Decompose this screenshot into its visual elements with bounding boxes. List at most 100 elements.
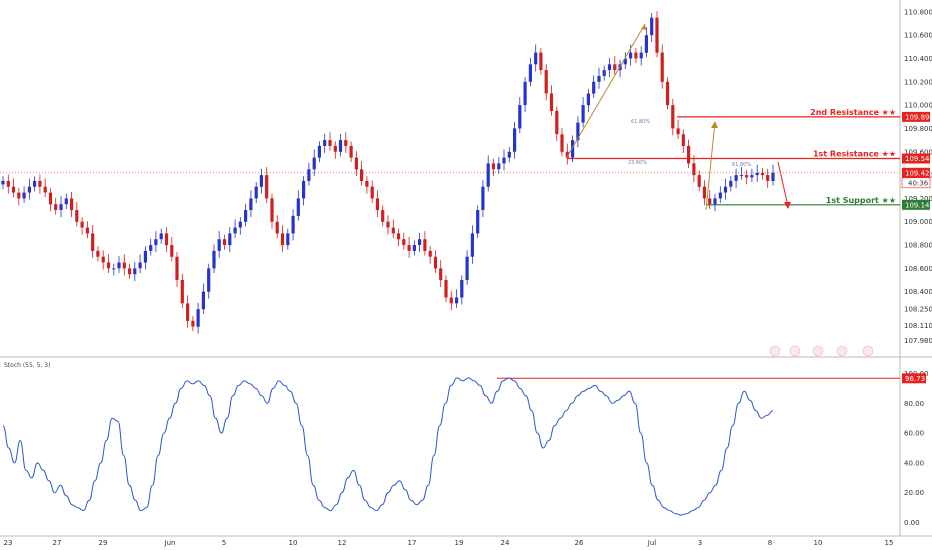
candle-body [360, 169, 364, 181]
candle-body [101, 256, 105, 263]
candle-body [254, 186, 258, 199]
level-tag-text: 109.899 [905, 113, 932, 121]
event-icon [769, 345, 781, 357]
candle-body [170, 245, 174, 257]
candle-body [54, 204, 58, 210]
candle-body [138, 262, 142, 269]
candle-body [539, 52, 543, 71]
candle-body [122, 262, 126, 269]
price-tick-label: 108.600 [904, 265, 932, 273]
candle-body [244, 210, 248, 222]
candle-body [629, 52, 633, 59]
level-tag [902, 153, 930, 164]
candle-body [143, 250, 147, 263]
candle-body [681, 134, 685, 146]
price-tick-label: 108.400 [904, 288, 932, 296]
candle-body [402, 239, 406, 245]
candle-body [106, 262, 111, 269]
candle-body [692, 163, 696, 176]
fib-label-2: 23.60% [628, 160, 647, 166]
time-tick-label: 23 [4, 539, 13, 547]
candle-body [333, 145, 337, 152]
price-tick-label: 109.000 [904, 218, 932, 226]
candle-body [412, 245, 416, 251]
time-tick-label: 15 [885, 539, 894, 547]
candle-body [597, 76, 601, 82]
candle-body [159, 233, 163, 240]
price-tick-label: 109.800 [904, 125, 932, 133]
price-pane [0, 0, 900, 356]
candle-body [27, 186, 31, 193]
fib-label-1: 61.80% [631, 119, 650, 125]
candle-body [745, 175, 749, 178]
time-tick-label: 26 [575, 539, 584, 547]
candle-body [476, 210, 480, 234]
candle-body [565, 151, 569, 158]
candle-body [497, 163, 501, 170]
time-tick-label: 17 [408, 539, 417, 547]
candle-body [286, 233, 290, 246]
price-tick-label: 110.000 [904, 102, 932, 110]
stoch-pane [0, 358, 900, 536]
candle-body [344, 140, 348, 146]
candle-body [370, 186, 374, 199]
time-tick-label: 12 [338, 539, 347, 547]
candle-body [396, 233, 401, 240]
candle-body [528, 64, 532, 82]
candle-body [48, 192, 53, 205]
candle-body [307, 169, 311, 181]
stoch-tick-label: 80.00 [904, 400, 924, 408]
candle-body [196, 309, 200, 327]
candle-body [544, 70, 548, 94]
stoch-tick-label: 40.00 [904, 459, 924, 467]
candle-body [507, 151, 511, 158]
candle-body [607, 64, 612, 71]
level-tag-text: 109.542 [905, 155, 932, 163]
candle-body [375, 198, 380, 211]
time-axis: 23 27 29 Jun 5 10 12 17 19 24 26 Jul 3 8 10 15 [4, 539, 894, 547]
candle-body [460, 280, 464, 298]
candle-body [96, 250, 100, 257]
candle-body [33, 180, 37, 187]
levels-layer: 2nd Resistance ★★ 109.899 1st Resistance ★… [567, 108, 932, 210]
candle-body [407, 245, 411, 251]
time-tick-label: 19 [455, 539, 464, 547]
candle-body [117, 262, 121, 269]
candle-body [455, 297, 459, 304]
level-label: 1st Resistance ★★ [813, 150, 896, 159]
candle-body [755, 172, 759, 176]
candle-body [349, 145, 353, 158]
candle-body [734, 175, 738, 181]
stoch-series-line [2, 377, 774, 516]
candle-body [449, 297, 453, 304]
candle-body [217, 239, 221, 251]
candle-body [228, 233, 232, 246]
candle-body [317, 145, 321, 158]
candle-body [481, 186, 485, 210]
event-icon [836, 345, 848, 357]
candle-body [697, 175, 701, 187]
target-arrow-head [784, 202, 791, 209]
candle-body [660, 52, 664, 82]
candle-body [650, 17, 654, 36]
candle-body [280, 233, 285, 246]
candle-body [180, 280, 184, 304]
candle-body [259, 175, 263, 187]
candle-body [486, 163, 490, 187]
candle-body [723, 186, 728, 193]
candle-body [428, 250, 432, 257]
candle-body [491, 163, 496, 170]
candle-body [128, 268, 132, 275]
candle-body [275, 221, 279, 234]
candle-body [302, 180, 306, 199]
trend-arrow-up [566, 23, 646, 158]
candle-body [186, 303, 190, 321]
candle-body [296, 198, 300, 216]
price-tick-label: 108.110 [904, 322, 932, 330]
candle-body [602, 70, 606, 76]
time-tick-label: 5 [222, 539, 226, 547]
candle-body [676, 128, 680, 135]
candle-body [592, 81, 596, 94]
candle-body [175, 256, 179, 280]
